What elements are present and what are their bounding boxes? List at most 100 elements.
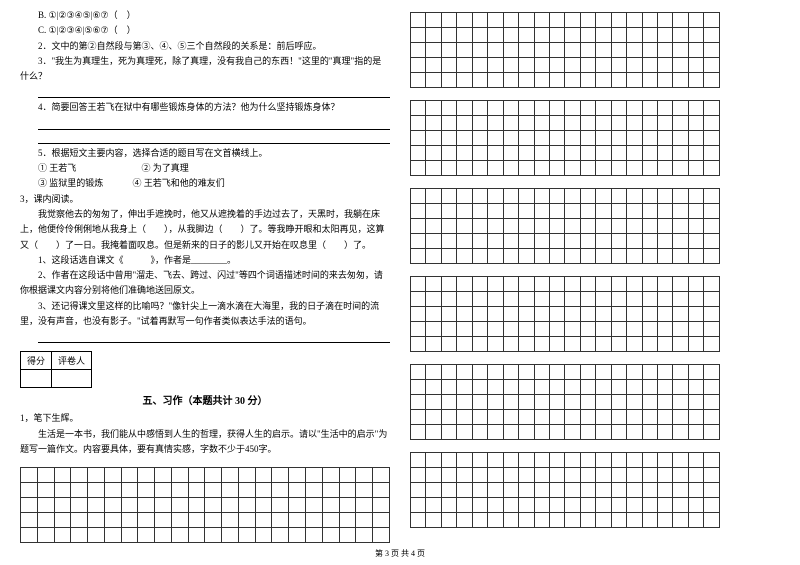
grid-cell [426,249,441,264]
grid-cell [611,292,626,307]
grid-cell [688,28,703,43]
grid-cell [565,337,580,352]
grid-cell [457,101,472,116]
grid-cell [503,146,518,161]
answer-line [38,331,390,343]
grid-cell [534,365,549,380]
grid-cell [71,468,88,483]
essay-grid [20,467,390,543]
grid-cell [565,453,580,468]
grid-cell [457,410,472,425]
grid-cell [642,116,657,131]
grid-cell [611,161,626,176]
grid-cell [565,146,580,161]
grid-cell [472,365,487,380]
grid-cell [642,365,657,380]
grid-cell [704,146,720,161]
grid-cell [222,483,239,498]
grid-cell [411,43,426,58]
grid-cell [596,410,611,425]
grid-cell [488,380,503,395]
grid-cell [658,234,673,249]
grid-cell [611,322,626,337]
grid-cell [488,161,503,176]
grid-cell [488,468,503,483]
grid-cell [503,322,518,337]
grid-cell [322,528,339,543]
grid-cell [472,468,487,483]
grid-cell [457,116,472,131]
grid-cell [580,292,595,307]
grid-cell [580,365,595,380]
grid-cell [441,468,456,483]
grid-cell [426,101,441,116]
grid-cell [441,395,456,410]
grid-cell [704,425,720,440]
grid-cell [441,249,456,264]
grid-cell [171,498,188,513]
grid-cell [488,189,503,204]
sub-q1: 1、这段话选自课文《 》，作者是________。 [20,253,390,268]
grid-cell [37,483,54,498]
grid-cell [596,380,611,395]
grid-cell [519,292,534,307]
grid-cell [411,234,426,249]
grid-cell [549,249,564,264]
grid-cell [580,43,595,58]
grid-cell [488,365,503,380]
grid-cell [549,116,564,131]
grid-cell [565,101,580,116]
grid-cell [580,131,595,146]
grid-cell [627,219,642,234]
grid-cell [426,337,441,352]
grid-cell [306,483,323,498]
grid-cell [519,189,534,204]
grid-cell [580,161,595,176]
grid-cell [373,513,390,528]
grid-cell [104,483,121,498]
grid-cell [627,453,642,468]
grid-cell [688,13,703,28]
option-c: C. ①|②③④|⑤⑥⑦（ ） [20,23,390,38]
grid-cell [627,513,642,528]
opt-text: ③ 监狱里的锻炼 [38,178,103,188]
grid-cell [519,73,534,88]
grid-cell [658,513,673,528]
grid-cell [37,528,54,543]
grid-cell [426,292,441,307]
grid-cell [611,410,626,425]
grid-cell [356,498,373,513]
grid-cell [104,468,121,483]
grid-cell [658,43,673,58]
grid-cell [642,468,657,483]
grid-cell [441,189,456,204]
grid-cell [411,307,426,322]
grid-cell [688,395,703,410]
grid-cell [596,13,611,28]
grid-cell [472,292,487,307]
grid-cell [688,425,703,440]
grid-cell [519,513,534,528]
grid-cell [426,425,441,440]
grid-cell [457,234,472,249]
grid-cell [642,380,657,395]
grid-cell [627,395,642,410]
grid-cell [488,337,503,352]
grid-cell [21,513,38,528]
grid-cell [642,513,657,528]
grid-cell [457,189,472,204]
grid-cell [658,28,673,43]
grid-cell [596,322,611,337]
grid-cell [472,13,487,28]
essay-grid-block [410,276,720,352]
grid-cell [704,13,720,28]
grid-cell [503,292,518,307]
grid-cell [472,116,487,131]
grid-cell [171,528,188,543]
grid-cell [704,43,720,58]
grid-cell [596,498,611,513]
grid-cell [565,425,580,440]
grid-cell [472,161,487,176]
grid-cell [411,395,426,410]
grid-cell [519,483,534,498]
